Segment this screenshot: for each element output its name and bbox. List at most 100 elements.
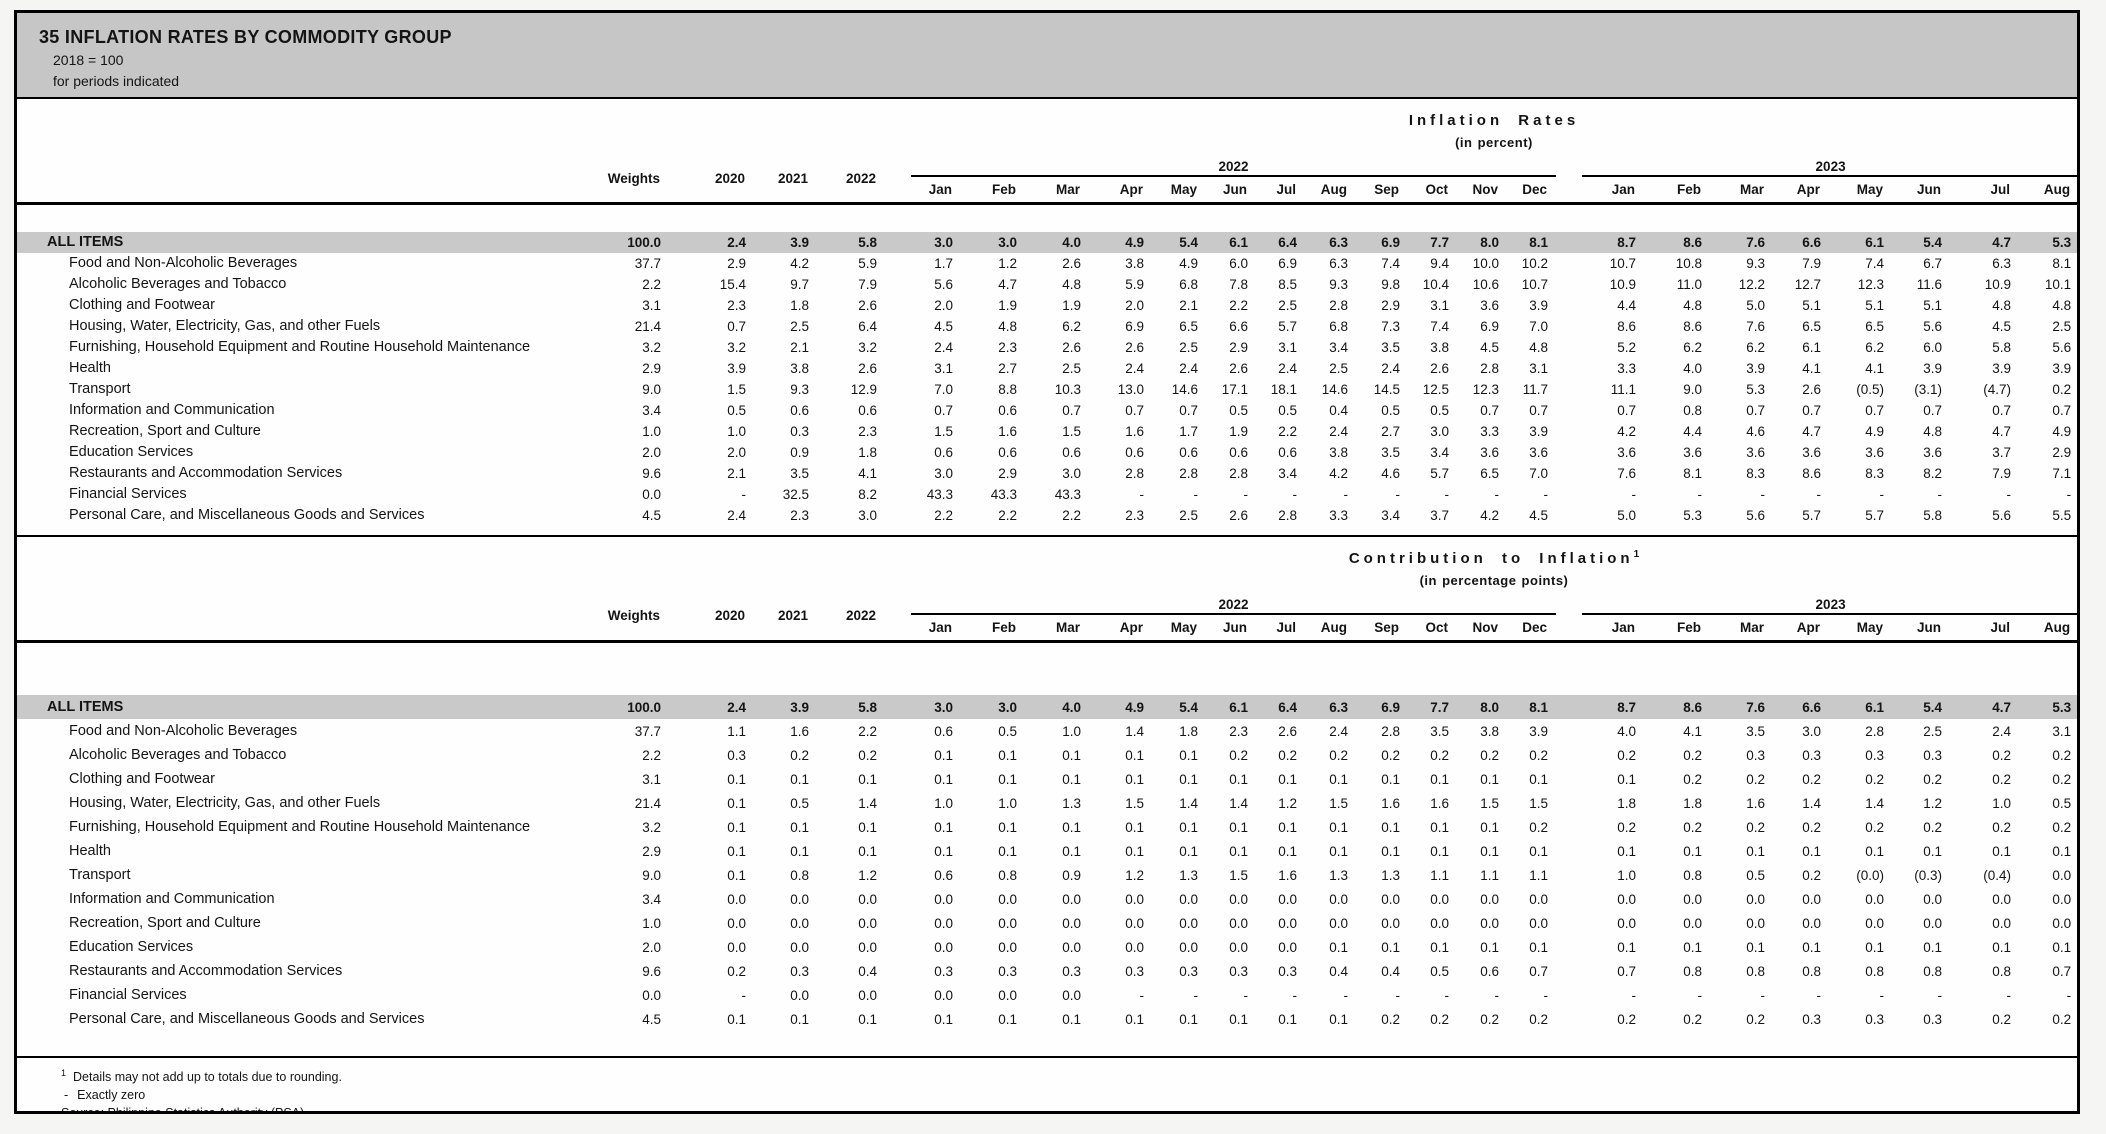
year-value-cell: 5.9 [858, 255, 877, 271]
month-2022-value-cell: 5.4 [1152, 231, 1206, 253]
month-2022-value-cell: 0.0 [998, 939, 1017, 955]
row-label: Education Services [69, 444, 194, 460]
column-gap [885, 839, 911, 863]
month-column-header: Sep [1356, 176, 1408, 205]
table-header: Weights 2020 2021 2022 2022 2023 Jan Feb Mar Apr M… [17, 591, 2077, 643]
page-title: 35 INFLATION RATES BY COMMODITY GROUP [39, 27, 452, 47]
month-2023-value-cell: 0.2 [1617, 1011, 1637, 1027]
month-2023-value-cell: 4.7 [1802, 423, 1822, 439]
month-2023-value-cell: 3.6 [1923, 444, 1943, 460]
month-2022-value-cell: 3.8 [1430, 339, 1449, 355]
month-2022-value-cell: 8.5 [1278, 276, 1297, 292]
month-2022-value-cell: 2.5 [1179, 507, 1198, 523]
month-2022-value-cell: 0.0 [1529, 915, 1549, 931]
column-gap [885, 358, 911, 379]
row-label: Recreation, Sport and Culture [69, 915, 261, 931]
month-2023-value-cell: 7.6 [1710, 231, 1774, 253]
month-2022-value-cell: 0.0 [1229, 939, 1248, 955]
month-2022-value-cell: 9.3 [1329, 276, 1348, 292]
weight-cell: 3.2 [642, 339, 661, 355]
footnote-rounding-text: Details may not add up to totals due to … [73, 1070, 342, 1085]
header-group-row: Weights 2020 2021 2022 2022 2023 [17, 591, 2077, 643]
year-value-cell: 1.8 [858, 444, 877, 460]
weight-cell: 9.6 [642, 465, 661, 481]
month-2022-value-cell: 1.3 [1381, 867, 1400, 883]
month-2022-value-cell: 7.4 [1381, 255, 1400, 271]
month-2022-value-cell: 0.0 [934, 939, 953, 955]
footnote-exactly-zero-text: Exactly zero [77, 1088, 146, 1103]
year-value-cell: 2.1 [727, 465, 746, 481]
table-row: Health 2.9 3.9 3.8 2.6 3.1 2.7 2.5 2.4 2.4 2.6 2.4 2… [17, 358, 2077, 379]
row-label: Clothing and Footwear [69, 771, 215, 787]
year-value-cell: 2.4 [727, 507, 746, 523]
month-2023-value-cell: 4.8 [1683, 297, 1703, 313]
month-2022-value-cell: 0.6 [1480, 963, 1499, 979]
month-2022-value-cell: 0.1 [1430, 819, 1449, 835]
month-2022-value-cell: 1.9 [998, 297, 1017, 313]
year-value-cell: 0.9 [790, 444, 809, 460]
month-2023-value-cell: 0.2 [1617, 819, 1637, 835]
column-gap [885, 1007, 911, 1031]
section-head: Inflation Rates (in percent) [17, 99, 2077, 154]
year-value-cell: - [741, 987, 747, 1003]
year-column-header: 2021 [754, 154, 817, 205]
year-value-cell: 5.8 [817, 231, 885, 253]
year-column-header: 2021 [754, 591, 817, 643]
year-value-cell: 2.3 [790, 507, 809, 523]
month-column-header: May [1152, 176, 1206, 205]
column-gap [1556, 484, 1582, 505]
month-2023-value-cell: 10.9 [1609, 276, 1637, 292]
month-2022-value-cell: 6.9 [1356, 231, 1408, 253]
year-value-cell: 4.1 [858, 465, 877, 481]
header-month-row: Jan Feb Mar Apr May Jun Jul Aug Sep Oct Nov Dec Jan F… [17, 613, 2077, 643]
month-2022-value-cell: 0.1 [1329, 1011, 1348, 1027]
month-2023-value-cell: 6.5 [1802, 318, 1822, 334]
month-2023-value-cell: 8.1 [2052, 255, 2072, 271]
month-2023-value-cell: 0.3 [1865, 1011, 1885, 1027]
month-2023-value-cell: 4.9 [2052, 423, 2072, 439]
month-2022-value-cell: 0.0 [1062, 939, 1081, 955]
table-row: Transport 9.0 1.5 9.3 12.9 7.0 8.8 10.3 13.0 14.6… [17, 379, 2077, 400]
month-2022-value-cell: 2.9 [998, 465, 1017, 481]
row-label: Education Services [69, 939, 194, 955]
month-2022-value-cell: 0.0 [1529, 891, 1549, 907]
month-2023-value-cell: 7.6 [1746, 318, 1766, 334]
month-2023-value-cell: - [2006, 486, 2012, 502]
month-2023-value-cell: 2.6 [1802, 381, 1822, 397]
year-value-cell: 0.0 [858, 891, 877, 907]
year-value-cell: 0.1 [858, 1011, 877, 1027]
month-2022-value-cell: 0.2 [1529, 1011, 1549, 1027]
weight-cell: 9.0 [642, 381, 661, 397]
header-group-row: Weights 2020 2021 2022 2022 2023 [17, 154, 2077, 205]
month-column-header: Nov [1457, 613, 1507, 643]
table-row: Health 2.9 0.1 0.1 0.1 0.1 0.1 0.1 0.1 0.1 0.1 0.1 0… [17, 839, 2077, 863]
month-2022-value-cell: 10.4 [1422, 276, 1449, 292]
month-2022-value-cell: 1.5 [1062, 423, 1081, 439]
dash-symbol: - [64, 1088, 69, 1103]
table-row: ALL ITEMS 100.0 2.4 3.9 5.8 3.0 3.0 4.0 4.9 5.4 6.… [17, 231, 2077, 253]
month-2022-value-cell: 0.1 [1278, 843, 1297, 859]
month-2022-value-cell: 0.5 [1430, 963, 1449, 979]
month-2023-value-cell: 3.9 [1923, 360, 1943, 376]
month-2022-value-cell: 10.3 [1054, 381, 1081, 397]
month-2022-value-cell: 6.9 [1278, 255, 1297, 271]
month-2023-value-cell: 2.9 [2052, 444, 2072, 460]
spacer-row [17, 204, 2077, 232]
year-value-cell: 32.5 [782, 486, 809, 502]
month-2022-value-cell: 0.1 [1278, 1011, 1297, 1027]
month-column-header: Jul [1256, 176, 1305, 205]
month-2022-value-cell: 1.5 [934, 423, 953, 439]
month-2022-value-cell: 14.5 [1373, 381, 1400, 397]
month-2023-value-cell: 8.3 [1865, 465, 1885, 481]
month-2022-value-cell: 3.0 [1062, 465, 1081, 481]
month-2022-value-cell: 3.0 [911, 231, 961, 253]
year-value-cell: 3.5 [790, 465, 809, 481]
month-2022-value-cell: 2.4 [1125, 360, 1144, 376]
weight-cell: 3.2 [642, 819, 661, 835]
section-title-text: Inflation Rates [1408, 112, 1580, 129]
weight-cell: 2.9 [642, 843, 661, 859]
month-2023-value-cell: 7.1 [2052, 465, 2072, 481]
month-2022-value-cell: 1.7 [1179, 423, 1198, 439]
column-gap [1556, 767, 1582, 791]
month-2023-value-cell: (0.4) [1983, 867, 2012, 883]
